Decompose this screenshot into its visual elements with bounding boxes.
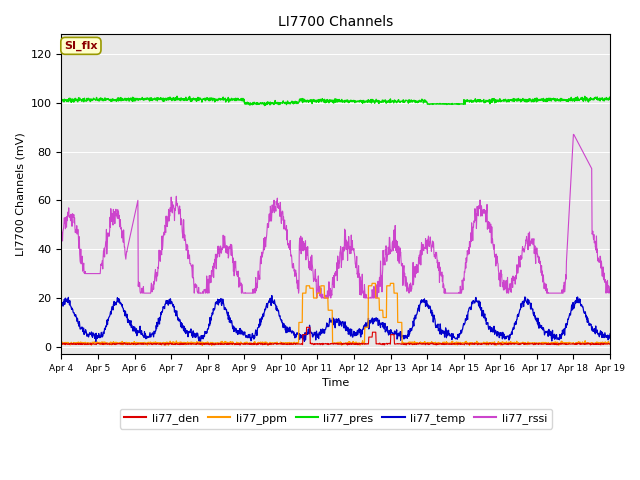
Y-axis label: LI7700 Channels (mV): LI7700 Channels (mV) — [15, 132, 25, 256]
li77_temp — [371, 319, 378, 324]
li77_den — [100, 341, 108, 347]
li77_rssi — [100, 253, 108, 259]
li77_rssi — [312, 266, 319, 272]
li77_pres — [371, 98, 378, 104]
li77_pres — [291, 99, 299, 105]
li77_pres — [303, 99, 310, 105]
li77_den — [291, 341, 298, 347]
Text: SI_flx: SI_flx — [64, 41, 98, 51]
li77_ppm — [100, 339, 108, 345]
li77_pres — [606, 96, 614, 102]
li77_ppm — [606, 341, 614, 347]
li77_den — [122, 341, 130, 347]
li77_temp — [303, 331, 310, 336]
li77_pres — [122, 96, 130, 102]
li77_rssi — [370, 284, 378, 289]
li77_pres — [100, 96, 108, 102]
li77_den — [236, 342, 244, 348]
Line: li77_temp: li77_temp — [61, 296, 610, 343]
li77_temp — [312, 331, 320, 336]
li77_den — [303, 324, 310, 330]
li77_pres — [58, 96, 65, 101]
li77_temp — [606, 331, 614, 337]
li77_temp — [291, 335, 299, 341]
Line: li77_pres: li77_pres — [61, 96, 610, 106]
Legend: li77_den, li77_ppm, li77_pres, li77_temp, li77_rssi: li77_den, li77_ppm, li77_pres, li77_temp… — [120, 409, 552, 429]
li77_temp — [100, 331, 108, 336]
li77_pres — [260, 103, 268, 108]
li77_rssi — [301, 238, 309, 244]
li77_ppm — [291, 340, 298, 346]
li77_rssi — [313, 295, 321, 301]
Line: li77_den: li77_den — [61, 327, 610, 345]
li77_ppm — [58, 339, 65, 345]
li77_temp — [196, 340, 204, 346]
li77_den — [302, 332, 310, 337]
li77_rssi — [122, 253, 130, 259]
li77_den — [312, 341, 320, 347]
li77_pres — [312, 97, 320, 103]
li77_rssi — [570, 132, 577, 137]
li77_den — [58, 341, 65, 347]
X-axis label: Time: Time — [322, 378, 349, 388]
li77_ppm — [371, 280, 378, 286]
li77_ppm — [368, 280, 376, 286]
Line: li77_rssi: li77_rssi — [61, 134, 610, 298]
Title: LI7700 Channels: LI7700 Channels — [278, 15, 394, 29]
li77_rssi — [291, 268, 298, 274]
Line: li77_ppm: li77_ppm — [61, 283, 610, 346]
li77_den — [371, 329, 378, 335]
li77_ppm — [198, 343, 206, 348]
li77_rssi — [58, 226, 65, 232]
li77_ppm — [302, 290, 310, 296]
li77_temp — [268, 293, 276, 299]
li77_ppm — [312, 295, 319, 301]
li77_temp — [58, 304, 65, 310]
li77_temp — [122, 312, 130, 318]
li77_pres — [173, 93, 181, 99]
li77_den — [606, 341, 614, 347]
li77_rssi — [606, 284, 614, 289]
li77_ppm — [122, 340, 130, 346]
